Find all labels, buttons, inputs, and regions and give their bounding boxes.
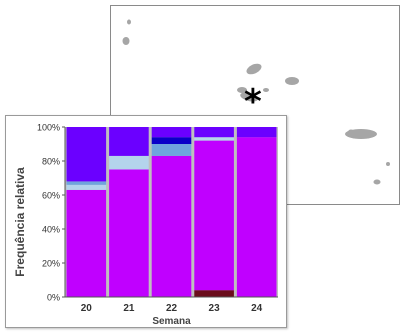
bar-segment — [109, 169, 149, 297]
island-shape — [127, 19, 131, 25]
bar-segment — [151, 127, 192, 138]
bar-segment — [109, 127, 149, 156]
bar-segment — [66, 181, 107, 185]
bar-segment — [194, 140, 234, 291]
x-tick-label: 21 — [123, 303, 135, 314]
chart-panel: 20 21 22 23 24 0% 20% 40% 60% 80% 100% Semana Frequê… — [5, 115, 287, 328]
x-tick-label: 24 — [251, 303, 263, 314]
bar-segment — [236, 127, 277, 138]
bar-segment — [109, 155, 149, 170]
bar-segment — [194, 127, 234, 138]
island-shape — [386, 162, 390, 166]
x-tick-label: 20 — [81, 303, 93, 314]
y-tick-label: 40% — [42, 225, 60, 235]
island-shape — [348, 129, 354, 135]
y-tick-label: 80% — [42, 157, 60, 167]
islands-map — [122, 19, 390, 185]
bar-segment — [66, 189, 107, 297]
bar-segment — [66, 127, 107, 182]
bar-segment — [151, 144, 192, 156]
location-marker: * — [244, 82, 262, 122]
island-shape — [263, 88, 269, 92]
island-shape — [246, 63, 262, 75]
y-tick-label: 20% — [42, 259, 60, 269]
island-shape — [240, 92, 258, 102]
bar-segment — [66, 184, 107, 190]
bar-segment — [236, 137, 277, 297]
y-tick-label: 0% — [47, 293, 60, 303]
bar-segment — [151, 155, 192, 297]
bar-segment — [151, 137, 192, 144]
island-shape — [122, 37, 130, 45]
y-tick-label: 100% — [37, 123, 60, 133]
x-tick-label: 22 — [166, 303, 178, 314]
stacked-bar-chart: 20 21 22 23 24 0% 20% 40% 60% 80% 100% Semana Frequê… — [13, 123, 278, 327]
y-tick-label: 60% — [42, 191, 60, 201]
bar-segment — [194, 290, 234, 297]
island-shape — [373, 179, 381, 185]
island-shape — [285, 77, 299, 85]
bar-segment — [194, 137, 234, 141]
y-axis-title: Frequência relativa — [13, 167, 27, 277]
island-shape — [237, 87, 247, 93]
x-axis-title: Semana — [152, 316, 191, 327]
x-tick-label: 23 — [209, 303, 221, 314]
